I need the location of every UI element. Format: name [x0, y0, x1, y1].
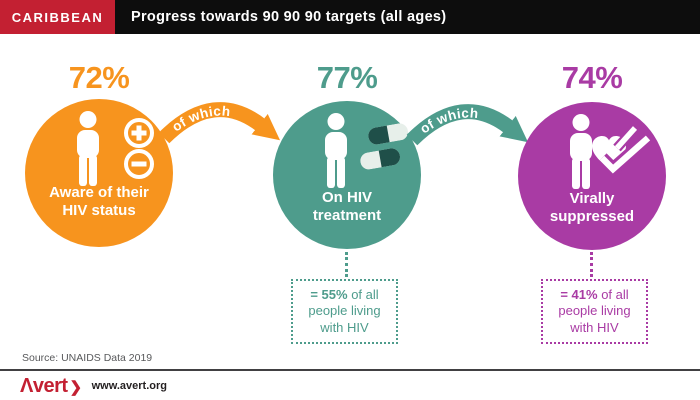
stage-2-label-line1: On HIV [321, 189, 372, 206]
of-which-arrow-1: of which [158, 102, 281, 144]
person-plus-minus-icon [77, 111, 154, 186]
stage-2-circle: On HIV treatment [273, 101, 421, 249]
avert-logo-text: Λvert [20, 375, 68, 397]
note-lead-rest: of all [601, 287, 629, 302]
note-line: = 41% of all [545, 287, 644, 303]
stage-3-label: Virally suppressed [518, 190, 666, 226]
website-link[interactable]: www.avert.org [91, 380, 167, 392]
footer-logo-row: Λvert ❯ www.avert.org [20, 376, 167, 396]
region-label: CARIBBEAN [11, 9, 104, 25]
stage-2-label: On HIV treatment [273, 189, 421, 225]
dotted-connector-treatment [345, 252, 348, 277]
note-lead-rest: of all [351, 287, 379, 302]
stage-2-note-box: = 55% of all people living with HIV [291, 279, 398, 344]
note-line: with HIV [570, 319, 619, 335]
note-lead: = 41% [560, 287, 598, 302]
stage-1-percent: 72% [68, 60, 130, 95]
stage-3-label-line1: Virally [569, 190, 615, 207]
of-which-arrow-2: of which [406, 104, 529, 146]
stage-3-note-box: = 41% of all people living with HIV [541, 279, 648, 344]
stage-2-label-line2: treatment [312, 207, 382, 224]
note-line: with HIV [320, 319, 369, 335]
person-heart-check-icon [570, 114, 653, 189]
stage-3-percent: 74% [561, 60, 623, 95]
stage-1-label-line1: Aware of their [49, 184, 149, 201]
dotted-connector-suppressed [590, 252, 593, 277]
stage-3-circle: Virally suppressed [518, 102, 666, 250]
source-citation: Source: UNAIDS Data 2019 [22, 352, 153, 364]
stage-3-label-line2: suppressed [549, 208, 635, 225]
note-line: people living [308, 303, 381, 319]
note-line: people living [558, 303, 631, 319]
note-line: = 55% of all [295, 287, 394, 303]
avert-logo: Λvert ❯ [20, 376, 82, 396]
person-pills-icon [325, 113, 410, 188]
stage-1-label: Aware of their HIV status [25, 184, 173, 220]
avert-logo-chevron-icon: ❯ [69, 379, 83, 396]
region-badge: CARIBBEAN [0, 0, 115, 34]
note-lead: = 55% [310, 287, 348, 302]
stage-2-percent: 77% [316, 60, 378, 95]
page-title: Progress towards 90 90 90 targets (all a… [131, 9, 447, 25]
header: CARIBBEAN Progress towards 90 90 90 targ… [0, 0, 700, 34]
stage-1-circle: Aware of their HIV status [25, 99, 173, 247]
stage-1-label-line2: HIV status [62, 202, 136, 219]
footer-divider [0, 369, 700, 371]
title-bar: Progress towards 90 90 90 targets (all a… [115, 0, 700, 34]
